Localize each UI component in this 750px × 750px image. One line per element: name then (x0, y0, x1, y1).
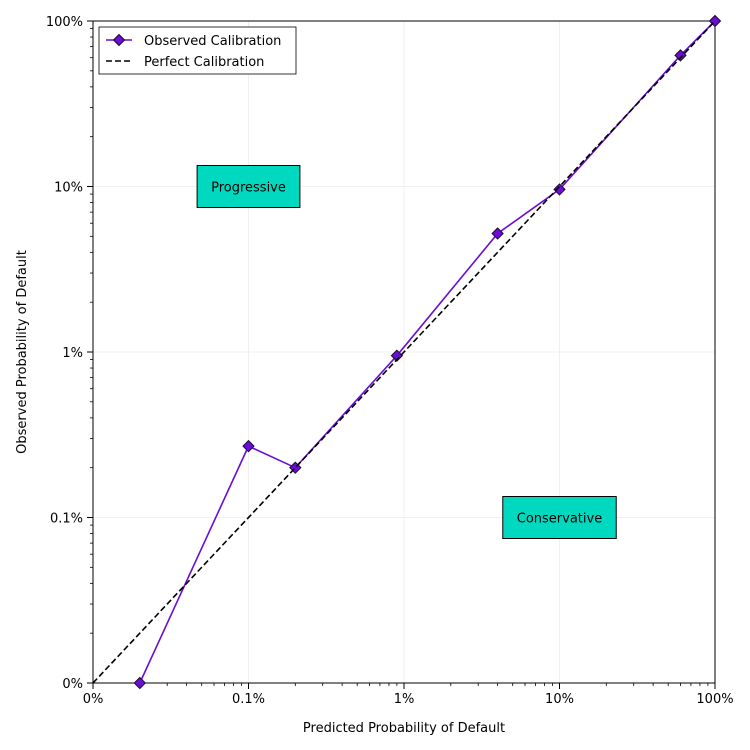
data-point (390, 349, 404, 362)
legend-box (98, 26, 297, 75)
legend-marker (112, 33, 126, 47)
annotation-box (196, 165, 301, 208)
annotation-conservative: Conservative (502, 496, 617, 539)
annotation-progressive: Progressive (196, 165, 301, 208)
x-tick-label: 0.1% (232, 692, 265, 707)
data-point (491, 227, 504, 240)
perfect-calibration-line (92, 20, 716, 684)
annotation-box (502, 496, 617, 539)
x-tick-label: 1% (394, 692, 415, 707)
legend-label: Observed Calibration (144, 34, 281, 49)
y-tick-label: 1% (62, 346, 83, 361)
y-tick-label: 100% (46, 15, 83, 30)
x-axis-label: Predicted Probability of Default (303, 721, 505, 736)
axis-ticks: 0% 0.1% 1% 10% 100% 0% 0.1% 1% 10% 100% (46, 15, 734, 707)
annotation-text: Progressive (211, 181, 286, 196)
x-tick-label: 100% (696, 692, 733, 707)
y-tick-label: 0.1% (50, 512, 83, 527)
legend-label: Perfect Calibration (144, 55, 264, 70)
x-tick-label: 0% (83, 692, 104, 707)
series (92, 14, 722, 690)
y-axis-label: Observed Probability of Default (15, 250, 30, 454)
observed-calibration-line (139, 20, 716, 684)
legend: Observed Calibration Perfect Calibration (98, 26, 297, 75)
data-point (242, 439, 255, 453)
data-point (674, 49, 687, 62)
y-tick-label: 0% (62, 677, 83, 692)
annotations: Progressive Conservative (196, 165, 617, 539)
data-point (553, 183, 566, 196)
data-point (133, 676, 147, 690)
y-tick-label: 10% (54, 181, 83, 196)
x-tick-label: 10% (545, 692, 574, 707)
annotation-text: Conservative (517, 512, 602, 527)
